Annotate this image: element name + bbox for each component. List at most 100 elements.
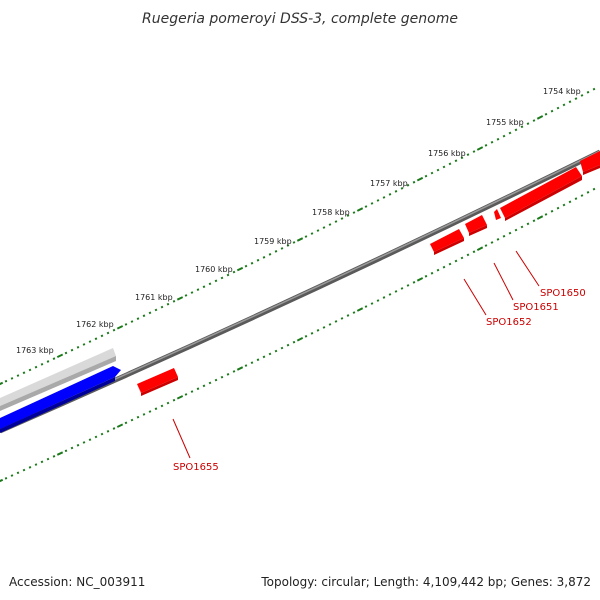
minor-tick: [232, 370, 236, 373]
minor-tick: [454, 259, 458, 263]
minor-tick: [130, 418, 134, 422]
minor-tick: [124, 421, 128, 425]
minor-tick: [154, 407, 158, 411]
minor-tick: [448, 162, 452, 166]
minor-tick: [424, 274, 428, 278]
minor-tick: [568, 100, 572, 104]
minor-tick: [112, 427, 116, 430]
major-tick: [56, 353, 64, 359]
minor-tick: [574, 197, 578, 200]
major-tick: [0, 381, 4, 386]
minor-tick: [274, 349, 278, 353]
minor-tick: [166, 401, 170, 405]
minor-tick: [352, 311, 356, 314]
minor-tick: [100, 432, 104, 436]
minor-tick: [220, 375, 224, 379]
minor-tick: [316, 329, 320, 332]
minor-tick: [382, 296, 386, 299]
minor-tick: [514, 128, 518, 132]
minor-tick: [244, 364, 248, 367]
minor-tick: [70, 446, 74, 450]
minor-tick: [586, 191, 590, 194]
minor-tick: [472, 150, 476, 153]
minor-tick: [148, 311, 152, 315]
minor-tick: [46, 360, 50, 363]
minor-tick: [322, 226, 326, 229]
minor-tick: [544, 213, 548, 216]
major-tick: [476, 146, 484, 151]
minor-tick: [22, 371, 26, 375]
major-tick: [296, 237, 304, 242]
minor-tick: [76, 345, 80, 349]
minor-tick: [592, 87, 596, 91]
minor-tick: [142, 413, 146, 416]
minor-tick: [424, 174, 428, 178]
genome-summary-text: Topology: circular; Length: 4,109,442 bp…: [260, 575, 591, 589]
minor-tick: [226, 373, 230, 376]
minor-tick: [532, 119, 536, 122]
minor-tick: [388, 193, 392, 196]
scale-label: 1757 kbp: [370, 179, 408, 188]
major-tick: [536, 115, 544, 120]
minor-tick: [214, 378, 218, 382]
minor-tick: [550, 209, 554, 213]
major-tick: [476, 246, 484, 251]
minor-tick: [196, 387, 200, 391]
minor-tick: [376, 199, 380, 202]
minor-tick: [334, 320, 338, 323]
scale-label: 1763 kbp: [16, 346, 54, 355]
gene-label[interactable]: SPO1652: [486, 317, 532, 328]
minor-tick: [430, 171, 434, 175]
gene-blue[interactable]: [0, 366, 121, 433]
minor-tick: [502, 134, 506, 138]
minor-tick: [460, 256, 464, 260]
major-tick: [176, 296, 184, 301]
minor-tick: [454, 159, 458, 163]
minor-tick: [220, 276, 224, 280]
gene-grey[interactable]: [0, 348, 116, 411]
minor-tick: [490, 241, 494, 244]
minor-tick: [106, 331, 110, 335]
gene-label[interactable]: SPO1650: [540, 288, 586, 299]
major-tick: [116, 325, 124, 330]
scale-label: 1756 kbp: [428, 149, 466, 158]
gene-labels: SPO1650 SPO1651 SPO1652 SPO1655: [173, 288, 586, 473]
minor-tick: [256, 258, 260, 262]
minor-tick: [76, 443, 80, 447]
minor-tick: [172, 398, 176, 402]
minor-tick: [70, 348, 74, 352]
minor-tick: [244, 264, 248, 268]
minor-tick: [226, 273, 230, 277]
minor-tick: [22, 468, 26, 472]
minor-tick: [436, 268, 440, 272]
minor-tick: [160, 404, 164, 408]
gene-cluster-right[interactable]: [430, 151, 600, 255]
minor-tick: [448, 262, 452, 266]
gene-label[interactable]: SPO1651: [513, 302, 559, 313]
minor-tick: [274, 250, 278, 253]
minor-tick: [562, 103, 566, 107]
minor-tick: [340, 217, 344, 220]
major-tick: [416, 277, 424, 282]
minor-tick: [10, 474, 14, 477]
minor-tick: [190, 390, 194, 393]
minor-tick: [328, 323, 332, 326]
minor-tick: [4, 379, 8, 383]
gene-spo1655[interactable]: [137, 368, 178, 396]
minor-tick: [184, 393, 188, 396]
minor-tick: [574, 97, 578, 100]
major-tick: [356, 207, 364, 212]
minor-tick: [382, 196, 386, 199]
gene-label[interactable]: SPO1655: [173, 462, 219, 473]
minor-tick: [532, 219, 536, 223]
minor-tick: [136, 415, 140, 419]
scale-label: 1754 kbp: [543, 87, 581, 96]
minor-tick: [568, 200, 572, 204]
minor-tick: [190, 291, 194, 294]
minor-tick: [124, 323, 128, 326]
minor-tick: [46, 457, 50, 461]
minor-tick: [88, 340, 92, 343]
minor-tick: [592, 187, 596, 191]
minor-tick: [502, 234, 506, 238]
minor-tick: [508, 131, 512, 135]
